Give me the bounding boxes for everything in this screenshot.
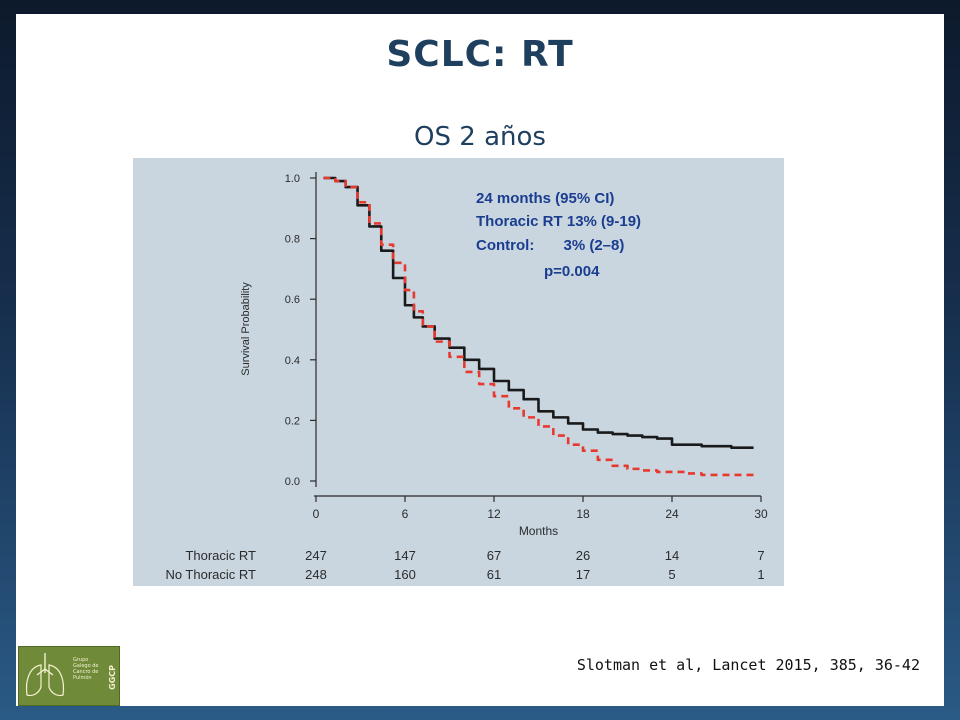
logo-abbrev: GGCP bbox=[108, 665, 117, 690]
slide-subtitle: OS 2 años bbox=[414, 122, 546, 152]
slide: SCLC: RT OS 2 años 1.0 0.8 0.6 0.4 0.2 0.0 0 6 1… bbox=[16, 14, 944, 706]
risk-value: 160 bbox=[394, 567, 416, 582]
x-tick-label: 0 bbox=[313, 507, 320, 521]
risk-value: 26 bbox=[576, 548, 590, 563]
risk-row-label: Thoracic RT bbox=[185, 548, 256, 563]
y-tick-label: 0.0 bbox=[285, 476, 300, 488]
annotation-line-3: Control: 3% (2–8) bbox=[476, 237, 624, 254]
y-tick-label: 0.6 bbox=[285, 294, 300, 306]
risk-table: Thoracic RT 247 147 67 26 14 7No Thoracic RT 24… bbox=[165, 548, 764, 582]
annotation-line-1: 24 months (95% CI) bbox=[476, 190, 614, 207]
x-tick-label: 18 bbox=[576, 507, 590, 521]
risk-value: 247 bbox=[305, 548, 327, 563]
risk-value: 67 bbox=[487, 548, 501, 563]
series-layer bbox=[323, 176, 754, 477]
x-tick-label: 30 bbox=[754, 507, 768, 521]
km-chart-panel: 1.0 0.8 0.6 0.4 0.2 0.0 0 6 12 18 24 30 Months Surviv… bbox=[133, 158, 784, 586]
risk-value: 14 bbox=[665, 548, 679, 563]
series-thoracic-rt-line bbox=[323, 176, 754, 449]
risk-value: 7 bbox=[757, 548, 764, 563]
axes-layer: 1.0 0.8 0.6 0.4 0.2 0.0 0 6 12 18 24 30 Months Surviv… bbox=[240, 172, 768, 538]
lungs-icon bbox=[25, 653, 65, 697]
annotation-line-2: Thoracic RT 13% (9-19) bbox=[476, 213, 641, 230]
series-control-line bbox=[323, 176, 754, 477]
risk-value: 248 bbox=[305, 567, 327, 582]
annotation-line-4: p=0.004 bbox=[544, 263, 600, 280]
risk-value: 147 bbox=[394, 548, 416, 563]
y-tick-label: 0.2 bbox=[285, 415, 300, 427]
slide-title: SCLC: RT bbox=[386, 34, 574, 75]
risk-value: 17 bbox=[576, 567, 590, 582]
risk-row-label: No Thoracic RT bbox=[165, 567, 256, 582]
x-tick-label: 12 bbox=[487, 507, 501, 521]
y-tick-label: 1.0 bbox=[285, 173, 300, 185]
risk-value: 1 bbox=[757, 567, 764, 582]
annotation-layer: 24 months (95% CI) Thoracic RT 13% (9-19… bbox=[476, 190, 641, 280]
risk-value: 61 bbox=[487, 567, 501, 582]
y-axis-label: Survival Probability bbox=[240, 282, 252, 376]
x-axis-label: Months bbox=[519, 524, 558, 538]
x-tick-label: 24 bbox=[665, 507, 679, 521]
group-logo: Grupo Galego de Cancro de Pulmón GGCP bbox=[18, 646, 120, 706]
citation: Slotman et al, Lancet 2015, 385, 36-42 bbox=[576, 656, 920, 674]
logo-text: Grupo Galego de Cancro de Pulmón bbox=[73, 657, 99, 681]
x-tick-label: 6 bbox=[402, 507, 409, 521]
y-tick-label: 0.8 bbox=[285, 234, 300, 246]
y-tick-label: 0.4 bbox=[285, 355, 300, 367]
risk-value: 5 bbox=[668, 567, 675, 582]
km-chart: 1.0 0.8 0.6 0.4 0.2 0.0 0 6 12 18 24 30 Months Surviv… bbox=[165, 172, 768, 582]
